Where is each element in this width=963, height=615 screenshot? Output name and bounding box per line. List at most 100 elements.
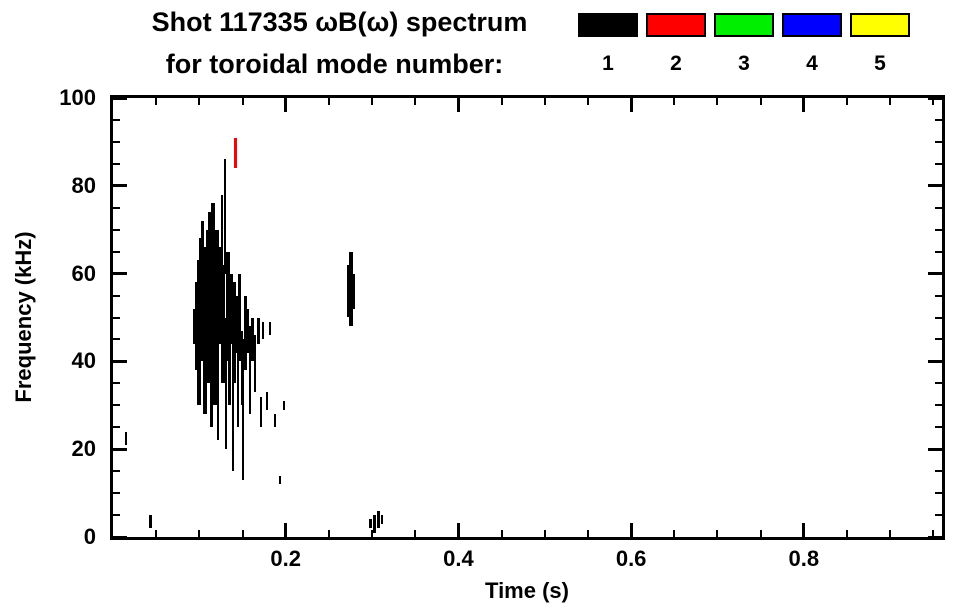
y-minor-tick [935, 118, 942, 121]
data-segment-mode-1 [211, 203, 216, 340]
data-segment-mode-1 [352, 273, 356, 309]
data-segment-mode-1 [349, 251, 354, 327]
data-segment-mode-1 [209, 264, 213, 428]
data-segment-mode-1 [242, 339, 245, 480]
data-segment-mode-1 [225, 317, 228, 450]
data-segment-mode-1 [212, 282, 217, 406]
x-minor-tick [198, 530, 201, 537]
data-segment-mode-1 [192, 308, 196, 344]
data-segment-mode-1 [282, 400, 285, 410]
x-axis-title: Time (s) [485, 578, 569, 603]
y-minor-tick [113, 140, 120, 143]
x-minor-tick [543, 530, 546, 537]
y-minor-tick [935, 382, 942, 385]
y-major-tick [113, 447, 127, 451]
y-major-tick [928, 359, 942, 363]
legend-labels: 1 2 3 4 5 [578, 52, 910, 76]
x-minor-tick [155, 98, 158, 105]
chart-subtitle: for toroidal mode number: [165, 49, 504, 79]
y-minor-tick [113, 294, 120, 297]
data-segment-mode-2 [234, 137, 238, 169]
x-major-tick [629, 523, 633, 537]
y-minor-tick [113, 338, 120, 341]
y-major-tick [928, 272, 942, 276]
x-minor-tick [759, 98, 762, 105]
data-segment-mode-1 [214, 229, 219, 331]
x-major-tick [284, 523, 288, 537]
x-minor-tick [241, 98, 244, 105]
x-minor-tick [759, 530, 762, 537]
data-segment-mode-1 [221, 264, 226, 384]
y-major-tick [928, 184, 942, 188]
y-minor-tick [935, 404, 942, 407]
data-segment-mode-1 [225, 251, 230, 362]
x-tick-label: 0.2 [270, 546, 301, 571]
y-minor-tick [113, 118, 120, 121]
y-major-tick [113, 96, 127, 100]
y-minor-tick [113, 514, 120, 517]
x-major-tick [284, 98, 288, 112]
y-minor-tick [113, 470, 120, 473]
y-minor-tick [935, 250, 942, 253]
data-segment-mode-1 [373, 515, 377, 533]
data-segment-mode-1 [224, 159, 227, 274]
x-minor-tick [932, 98, 935, 105]
data-segment-mode-1 [234, 295, 238, 353]
y-major-tick [928, 447, 942, 451]
data-segment-mode-1 [220, 194, 223, 287]
legend-swatches [578, 13, 910, 37]
y-minor-tick [113, 426, 120, 429]
y-minor-tick [113, 228, 120, 231]
y-minor-tick [113, 162, 120, 165]
x-minor-tick [414, 530, 417, 537]
data-segment-mode-1 [269, 321, 272, 336]
data-segment-mode-1 [265, 392, 268, 410]
legend-label-3: 3 [738, 52, 750, 75]
x-minor-tick [673, 98, 676, 105]
data-segment-mode-1 [243, 295, 247, 371]
x-minor-tick [889, 98, 892, 105]
y-major-tick [113, 359, 127, 363]
y-tick-label: 80 [71, 172, 96, 198]
data-segment-mode-1 [347, 264, 351, 318]
data-segment-mode-1 [240, 330, 243, 406]
x-minor-tick [327, 530, 330, 537]
x-minor-tick [586, 98, 589, 105]
x-minor-tick [586, 530, 589, 537]
y-minor-tick [113, 206, 120, 209]
y-major-tick [928, 535, 942, 539]
y-tick-label: 40 [71, 348, 96, 374]
y-tick-label: 20 [71, 436, 96, 462]
x-minor-tick [932, 530, 935, 537]
x-major-tick [802, 523, 806, 537]
x-minor-tick [846, 530, 848, 537]
legend-swatch-3 [714, 13, 774, 37]
x-tick-label: 0.6 [615, 546, 647, 571]
data-segment-mode-1 [254, 335, 257, 393]
x-major-tick [456, 98, 460, 112]
y-minor-tick [935, 206, 942, 209]
y-minor-tick [935, 492, 942, 495]
y-minor-tick [113, 316, 120, 319]
y-minor-tick [113, 382, 120, 385]
y-minor-tick [935, 338, 942, 341]
y-minor-tick [935, 228, 942, 231]
y-minor-tick [113, 492, 120, 495]
data-segment-mode-1 [262, 321, 265, 340]
legend-label-4: 4 [806, 52, 818, 75]
data-segment-mode-1 [278, 475, 281, 485]
data-segment-mode-1 [246, 308, 250, 353]
y-minor-tick [935, 514, 942, 517]
data-segment-mode-1 [217, 295, 220, 441]
data-segment-mode-1 [229, 273, 234, 344]
y-tick-label: 100 [59, 85, 96, 110]
data-segment-mode-1 [232, 326, 235, 472]
data-segment-mode-1 [195, 282, 199, 371]
x-minor-tick [716, 530, 719, 537]
chart-title: Shot 117335 ωB(ω) spectrum [151, 7, 528, 37]
legend-swatch-5 [850, 13, 910, 37]
legend-label-5: 5 [874, 52, 886, 75]
x-minor-tick [846, 98, 848, 105]
y-major-tick [113, 184, 127, 188]
